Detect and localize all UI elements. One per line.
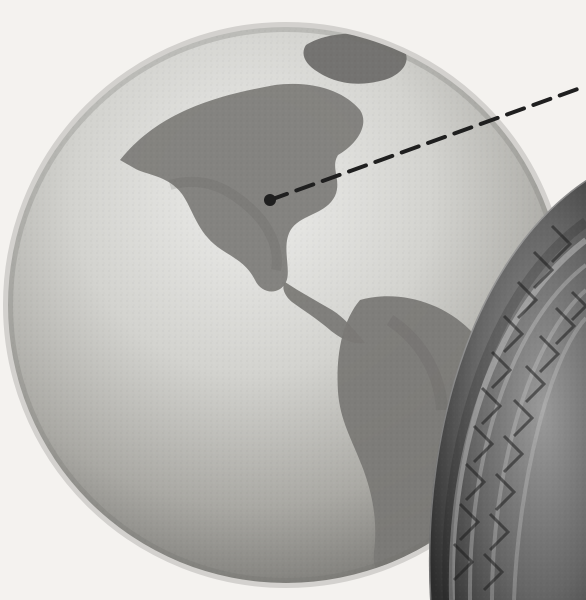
pointer-dot (264, 194, 276, 206)
pointer-line (264, 84, 586, 206)
